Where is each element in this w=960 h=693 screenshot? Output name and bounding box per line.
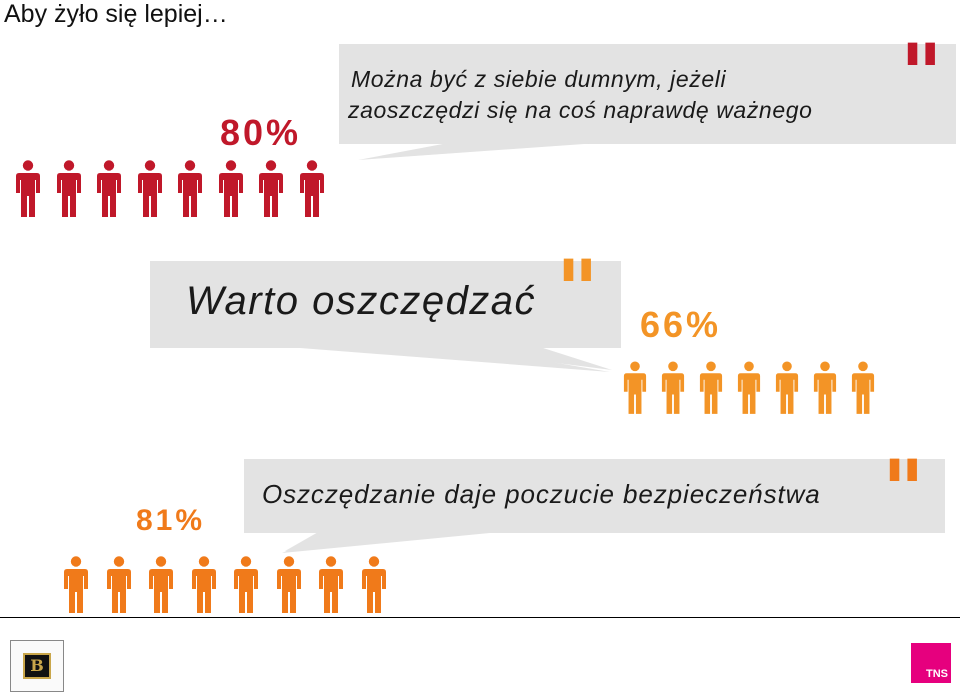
- footer-line: [0, 617, 960, 618]
- person-icon: [149, 556, 173, 613]
- quote-bubble-2: [150, 261, 621, 348]
- quote-mark-3: ": [882, 443, 925, 539]
- person-icon: [699, 361, 723, 414]
- person-icon: [661, 361, 685, 414]
- person-icon: [813, 361, 837, 414]
- person-icon: [97, 160, 121, 217]
- person-icon: [319, 556, 343, 613]
- tns-logo-text: TNS: [926, 668, 948, 680]
- person-icon: [234, 556, 258, 613]
- slide-title: Aby żyło się lepiej…: [4, 0, 228, 28]
- tns-logo: TNS: [911, 643, 951, 683]
- person-icon: [361, 556, 386, 613]
- statement-2-percent: 66%: [640, 304, 722, 345]
- quote-mark-2: ": [556, 243, 599, 339]
- statement-1-line-2: zaoszczędzi się na coś naprawdę ważnego: [348, 97, 813, 123]
- person-icon: [623, 361, 647, 414]
- person-icon: [775, 361, 799, 414]
- monogram-badge: B: [23, 653, 51, 679]
- quote-mark-1: ": [900, 27, 943, 123]
- person-icon: [56, 160, 81, 217]
- person-icon: [259, 160, 283, 217]
- monogram-text: B: [30, 656, 44, 675]
- quote-bubble-3: [244, 459, 945, 533]
- statement-1-percent: 80%: [220, 112, 302, 153]
- person-icon: [191, 556, 216, 613]
- statement-2-figures: [623, 358, 875, 418]
- quote-bubble-1: [339, 44, 956, 144]
- person-icon: [137, 160, 162, 217]
- person-icon: [64, 556, 88, 613]
- statement-3-line-1: Oszczędzanie daje poczucie bezpieczeństw…: [262, 479, 821, 509]
- person-icon: [106, 556, 131, 613]
- person-icon: [276, 556, 301, 613]
- statement-3-figures: [63, 556, 387, 614]
- statement-3-percent: 81%: [136, 504, 206, 537]
- left-logo: B: [10, 640, 64, 692]
- statement-1-figures: [15, 160, 325, 218]
- person-icon: [299, 160, 324, 217]
- statement-1-line-1: Można być z siebie dumnym, jeżeli: [351, 66, 727, 92]
- person-icon: [218, 160, 243, 217]
- person-icon: [737, 361, 761, 414]
- person-icon: [851, 361, 875, 414]
- person-icon: [178, 160, 202, 217]
- person-icon: [16, 160, 40, 217]
- statement-2-line-1: Warto oszczędzać: [186, 279, 537, 323]
